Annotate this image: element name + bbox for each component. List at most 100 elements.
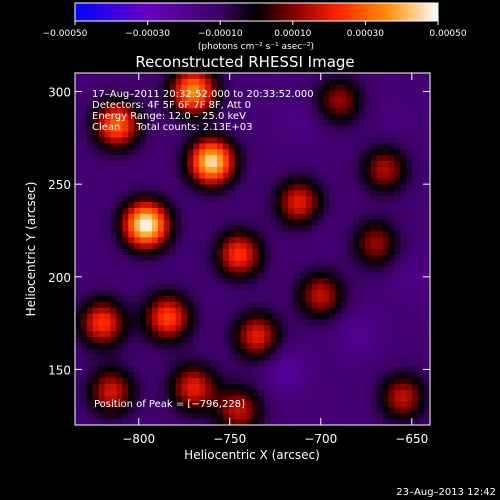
heatmap-cell [376, 389, 384, 397]
heatmap-cell [211, 161, 218, 168]
heatmap-cell [347, 313, 354, 320]
heatmap-cell [151, 378, 159, 385]
heatmap-cell [400, 108, 407, 115]
heatmap-cell [163, 119, 171, 127]
heatmap-cell [175, 143, 183, 150]
heatmap-cell [240, 155, 248, 162]
heatmap-cell [110, 342, 118, 350]
heatmap-cell [205, 354, 212, 362]
heatmap-cell [388, 131, 396, 139]
heatmap-cell [80, 284, 88, 291]
heatmap-cell [394, 372, 402, 379]
heatmap-cell [199, 249, 206, 256]
heatmap-cell [370, 372, 378, 379]
heatmap-cell [104, 84, 112, 92]
heatmap-cell [187, 372, 194, 379]
heatmap-cell [157, 102, 165, 109]
heatmap-cell [299, 383, 307, 391]
heatmap-cell [305, 178, 313, 186]
heatmap-cell [370, 90, 378, 98]
heatmap-cell [222, 284, 230, 291]
heatmap-cell [75, 272, 82, 279]
heatmap-cell [193, 307, 200, 315]
heatmap-cell [110, 395, 118, 403]
heatmap-cell [293, 413, 301, 420]
heatmap-cell [364, 137, 372, 144]
heatmap-cell [264, 272, 271, 279]
heatmap-cell [146, 207, 153, 215]
heatmap-cell [376, 131, 384, 139]
heatmap-cell [400, 202, 407, 209]
heatmap-cell [276, 155, 283, 162]
heatmap-cell [282, 155, 289, 162]
heatmap-cell [347, 125, 354, 133]
heatmap-cell [329, 378, 336, 385]
heatmap-cell [240, 225, 248, 232]
heatmap-cell [353, 348, 360, 356]
heatmap-cell [240, 207, 248, 215]
heatmap-cell [282, 207, 289, 215]
heatmap-cell [418, 301, 425, 309]
heatmap-cell [211, 184, 218, 191]
heatmap-cell [270, 383, 277, 391]
heatmap-cell [228, 231, 236, 238]
heatmap-cell [122, 342, 129, 350]
heatmap-cell [364, 272, 372, 279]
heatmap-cell [412, 125, 419, 133]
heatmap-cell [157, 366, 165, 373]
heatmap-cell [98, 272, 106, 279]
heatmap-cell [264, 307, 271, 315]
heatmap-cell [329, 278, 336, 285]
heatmap-cell [370, 266, 378, 274]
heatmap-cell [75, 372, 82, 379]
heatmap-cell [376, 84, 384, 92]
heatmap-cell [412, 313, 419, 320]
heatmap-cell [122, 337, 129, 344]
heatmap-cell [169, 84, 177, 92]
heatmap-cell [353, 378, 360, 385]
heatmap-cell [252, 266, 260, 274]
heatmap-cell [388, 219, 396, 227]
heatmap-cell [199, 295, 206, 303]
heatmap-cell [246, 213, 254, 221]
heatmap-cell [323, 401, 331, 408]
heatmap-cell [217, 313, 224, 320]
heatmap-cell [140, 114, 147, 121]
heatmap-cell [329, 231, 336, 238]
heatmap-cell [116, 73, 123, 80]
heatmap-cell [264, 295, 271, 303]
heatmap-cell [382, 225, 390, 232]
heatmap-cell [270, 125, 277, 133]
heatmap-cell [418, 137, 425, 144]
heatmap-cell [394, 383, 402, 391]
heatmap-cell [282, 301, 289, 309]
heatmap-cell [270, 337, 277, 344]
heatmap-cell [282, 184, 289, 191]
heatmap-cell [364, 383, 372, 391]
heatmap-cell [193, 254, 200, 262]
heatmap-cell [347, 372, 354, 379]
heatmap-cell [382, 190, 390, 197]
heatmap-cell [151, 137, 159, 144]
heatmap-cell [140, 196, 147, 203]
heatmap-cell [217, 301, 224, 309]
heatmap-cell [169, 225, 177, 232]
heatmap-cell [276, 225, 283, 232]
heatmap-cell [335, 331, 342, 338]
heatmap-cell [311, 307, 319, 315]
heatmap-cell [163, 360, 171, 367]
heatmap-cell [86, 90, 94, 98]
heatmap-cell [187, 114, 194, 121]
heatmap-cell [234, 260, 242, 268]
plot-image [75, 73, 430, 425]
heatmap-cell [199, 161, 206, 168]
heatmap-cell [282, 237, 289, 244]
heatmap-cell [400, 290, 407, 297]
heatmap-cell [406, 360, 413, 367]
heatmap-cell [323, 190, 331, 197]
heatmap-cell [187, 190, 194, 197]
heatmap-cell [276, 125, 283, 133]
heatmap-cell [169, 272, 177, 279]
heatmap-cell [122, 155, 129, 162]
heatmap-cell [140, 290, 147, 297]
